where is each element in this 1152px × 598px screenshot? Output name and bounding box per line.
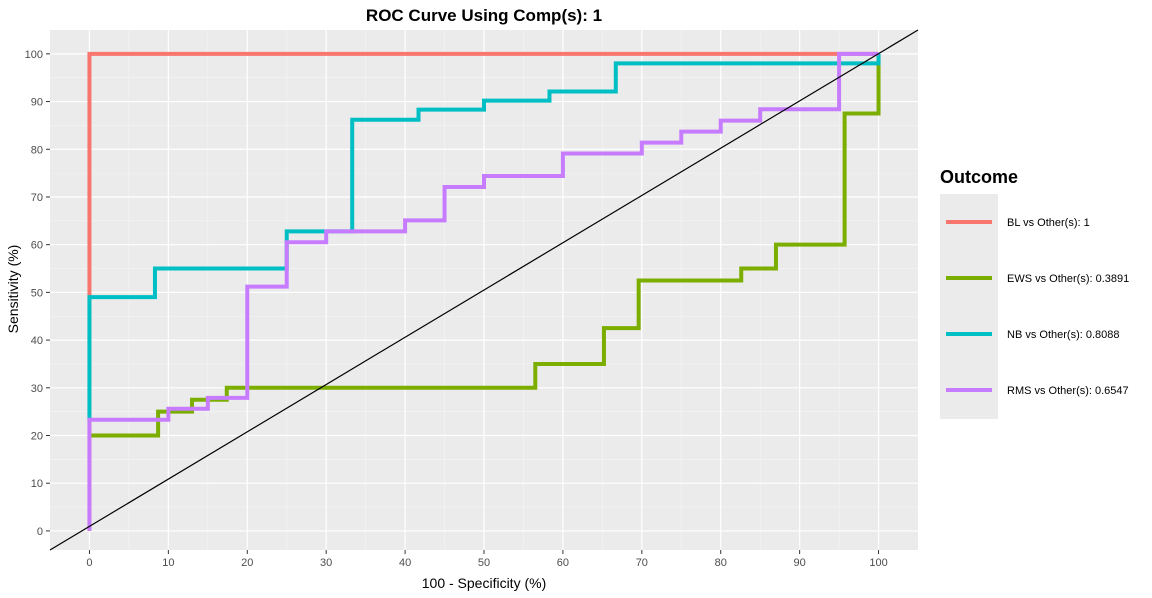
y-tick-label: 10 xyxy=(31,478,43,490)
x-tick-label: 30 xyxy=(320,557,332,569)
x-tick-label: 20 xyxy=(241,557,253,569)
legend-label: BL vs Other(s): 1 xyxy=(1007,217,1090,229)
y-tick-label: 20 xyxy=(31,431,43,443)
x-axis-title: 100 - Specificity (%) xyxy=(422,575,546,591)
legend-label: NB vs Other(s): 0.8088 xyxy=(1007,329,1120,341)
x-tick-label: 50 xyxy=(478,557,490,569)
y-tick-label: 40 xyxy=(31,335,43,347)
x-tick-label: 60 xyxy=(557,557,569,569)
x-tick-label: 90 xyxy=(794,557,806,569)
legend-label: EWS vs Other(s): 0.3891 xyxy=(1007,273,1129,285)
x-tick-label: 40 xyxy=(399,557,411,569)
series-line-3 xyxy=(87,53,881,422)
plot-marks xyxy=(49,29,919,551)
x-tick-label: 80 xyxy=(715,557,727,569)
diagonal-reference-line xyxy=(49,29,919,551)
y-tick-label: 50 xyxy=(31,287,43,299)
x-tick-label: 0 xyxy=(86,557,92,569)
y-tick-label: 100 xyxy=(25,49,43,61)
series-line-4 xyxy=(87,51,879,531)
legend: Outcome BL vs Other(s): 1 EWS vs Other(s)… xyxy=(940,167,1129,419)
x-tick-label: 100 xyxy=(869,557,887,569)
y-tick-label: 90 xyxy=(31,97,43,109)
y-axis-title: Sensitivity (%) xyxy=(5,245,21,334)
axes: 0 10 20 30 40 50 60 70 80 90 100 0 10 20 30 40 50 60 70 80 9… xyxy=(25,49,888,569)
y-tick-label: 80 xyxy=(31,144,43,156)
legend-title: Outcome xyxy=(940,167,1018,187)
y-tick-label: 60 xyxy=(31,240,43,252)
x-tick-label: 70 xyxy=(636,557,648,569)
y-tick-label: 70 xyxy=(31,192,43,204)
y-tick-label: 30 xyxy=(31,383,43,395)
chart-title: ROC Curve Using Comp(s): 1 xyxy=(366,6,602,25)
y-tick-label: 0 xyxy=(37,526,43,538)
x-tick-label: 10 xyxy=(162,557,174,569)
legend-label: RMS vs Other(s): 0.6547 xyxy=(1007,385,1129,397)
